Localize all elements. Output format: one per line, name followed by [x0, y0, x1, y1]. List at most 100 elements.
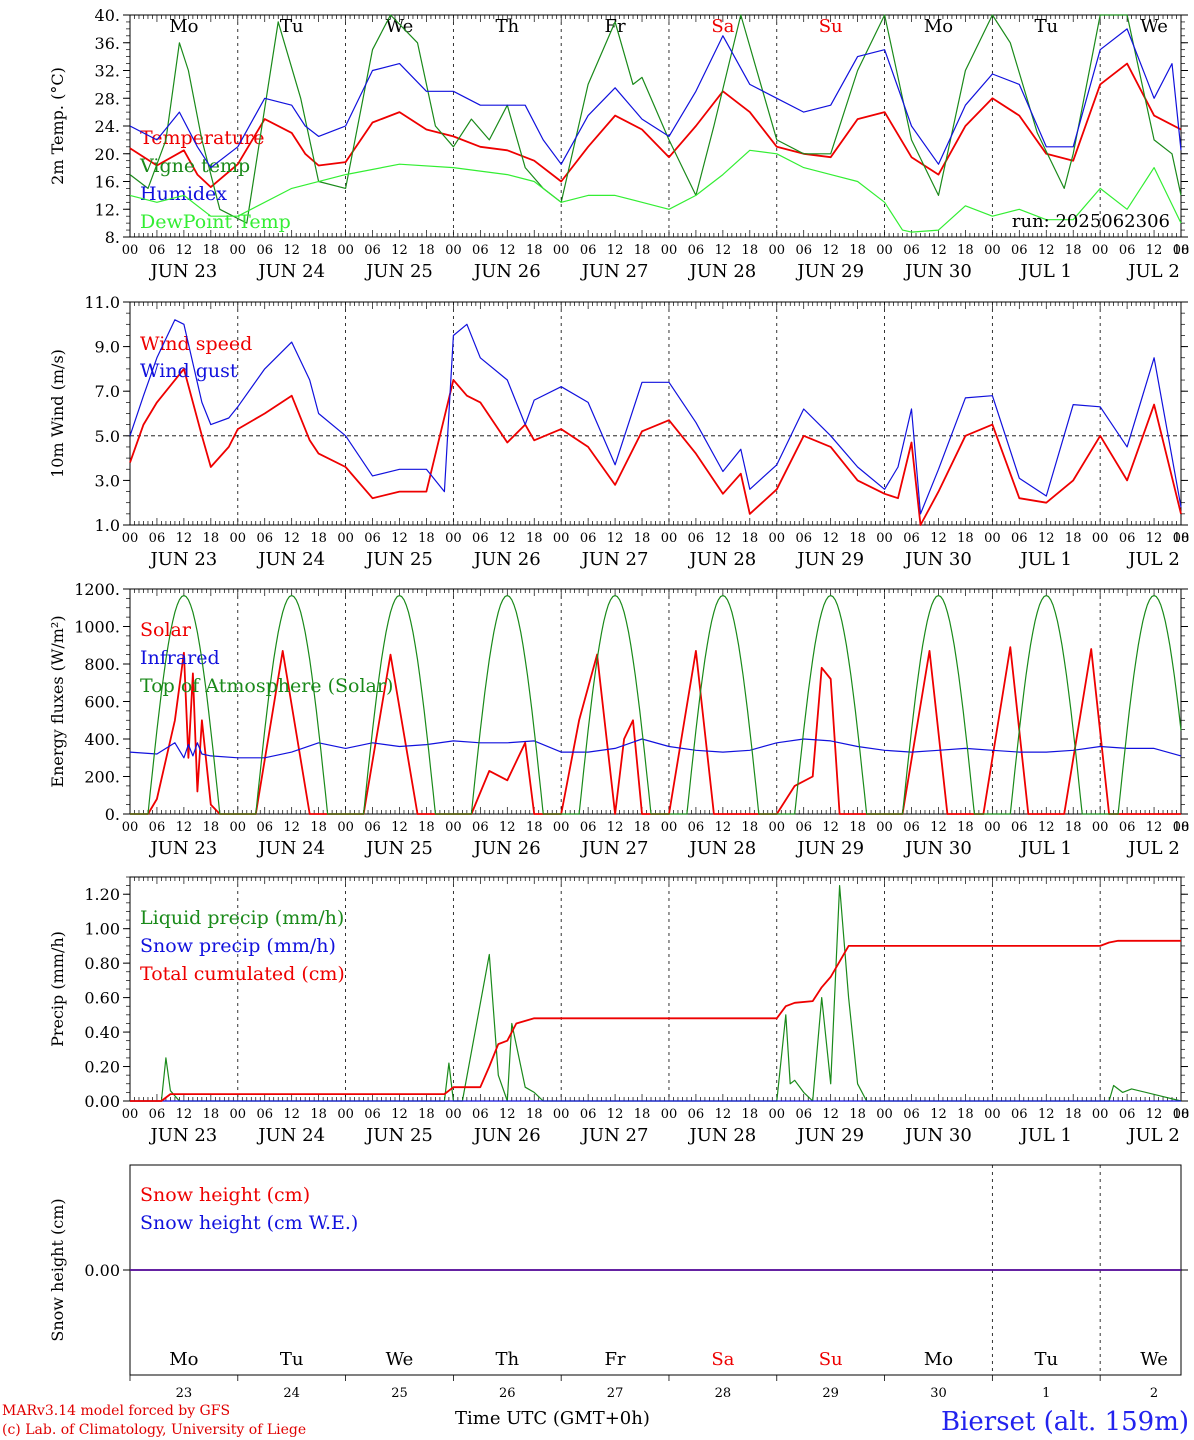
hour-tick-label: 00: [876, 820, 893, 835]
hour-tick-label: 06: [688, 820, 705, 835]
hour-tick-label: 18: [203, 820, 220, 835]
hour-tick-label: 06: [364, 531, 381, 546]
hour-tick-label: 12: [715, 531, 732, 546]
y-tick-label: 40.: [95, 6, 120, 25]
y-tick-label: 0.00: [84, 1261, 120, 1280]
weekday-label: We: [1140, 1349, 1168, 1370]
hour-tick-label: 06: [903, 243, 920, 258]
hour-tick-label: 00: [445, 1107, 462, 1122]
hour-tick-label: 06: [256, 243, 273, 258]
hour-tick-label: 12: [176, 243, 193, 258]
y-tick-label: 16.: [95, 173, 120, 192]
y-axis-label: Snow height (cm): [48, 1198, 67, 1341]
panel-5: 23 24 25 26 27 28 29 30 1 2 Mo Tu We Th Fr Sa Su Mo Tu We 0.…: [48, 1164, 1188, 1401]
day-number-label: 2: [1150, 1386, 1158, 1401]
hour-tick-label: 00: [230, 531, 247, 546]
hour-tick-label: 00: [1092, 820, 1109, 835]
weekday-label: Su: [819, 16, 843, 37]
hour-tick-label: 06: [903, 531, 920, 546]
date-label: JUN 27: [580, 261, 649, 282]
hour-tick-label: 06: [1119, 1107, 1136, 1122]
y-tick-label: 24.: [95, 117, 120, 136]
hour-tick-label: 12: [176, 531, 193, 546]
weekday-label: We: [1140, 16, 1168, 37]
hour-tick-label: 06: [1011, 243, 1028, 258]
hour-tick-label: 00: [1092, 1107, 1109, 1122]
date-label: JUN 28: [687, 261, 756, 282]
hour-tick-label: 00: [1092, 243, 1109, 258]
hour-tick-label: 00: [337, 531, 354, 546]
weekday-label: Tu: [1034, 16, 1058, 37]
hour-tick-label: 18: [418, 1107, 435, 1122]
hour-tick-label: 12: [822, 1107, 839, 1122]
weekday-label: Su: [819, 1349, 843, 1370]
hour-tick-label: 18: [957, 531, 974, 546]
date-label: JUN 23: [149, 1125, 218, 1146]
hour-tick-label: 12: [607, 820, 624, 835]
hour-tick-label: 18: [310, 531, 327, 546]
hour-tick-label: 06: [149, 531, 166, 546]
series-line: [129, 738, 1182, 759]
date-label: JUN 26: [472, 1125, 541, 1146]
hour-tick-label: 12: [283, 820, 300, 835]
weekday-label: We: [386, 1349, 414, 1370]
day-number-label: 28: [715, 1386, 732, 1401]
y-axis-label: 2m Temp. (°C): [48, 67, 67, 185]
legend-entry: Total cumulated (cm): [140, 963, 345, 985]
hour-tick-label: 12: [1038, 243, 1055, 258]
hour-tick-label: 06: [472, 531, 489, 546]
hour-tick-label: 06: [688, 243, 705, 258]
y-tick-label: 800.: [84, 655, 120, 674]
hour-tick-label: 00: [661, 1107, 678, 1122]
hour-tick-label: 12: [1146, 1107, 1163, 1122]
hour-tick-label: 12: [499, 531, 516, 546]
hour-tick-label: 18: [526, 1107, 543, 1122]
hour-tick-label: 00: [122, 820, 139, 835]
legend-entry: Liquid precip (mm/h): [140, 907, 344, 929]
hour-tick-label: 18: [310, 1107, 327, 1122]
hour-tick-label: 18: [203, 1107, 220, 1122]
hour-tick-label: 00: [661, 820, 678, 835]
date-label: JUN 25: [364, 838, 433, 859]
hour-tick-label: 12: [607, 243, 624, 258]
hour-tick-label: 12: [822, 531, 839, 546]
hour-tick-label: 00: [230, 1107, 247, 1122]
panel-3: 00 06 12 18 00 06 12 18 00 06 12 18 00 06 12 18 00 06 12 18…: [48, 580, 1189, 859]
hour-tick-label: 18: [203, 531, 220, 546]
hour-tick-label: 06: [795, 531, 812, 546]
hour-tick-label: 18: [310, 243, 327, 258]
date-label: JUN 30: [903, 1125, 972, 1146]
hour-tick-label: 06: [149, 1107, 166, 1122]
hour-tick-label: 00: [984, 243, 1001, 258]
hour-tick-label: 00: [768, 243, 785, 258]
hour-tick-label: 12: [499, 243, 516, 258]
series-line: [130, 939, 1181, 1102]
hour-tick-label: 18: [634, 531, 651, 546]
hour-tick-label: 00: [876, 531, 893, 546]
date-label: JUL 1: [1018, 838, 1072, 859]
date-label: JUL 1: [1018, 261, 1072, 282]
panel-1: 00 06 12 18 00 06 12 18 00 06 12 18 00 06 12 18 00 06 12 18…: [48, 6, 1189, 282]
hour-tick-label: 12: [607, 531, 624, 546]
hour-tick-label: 00: [768, 1107, 785, 1122]
hour-tick-label: 18: [634, 243, 651, 258]
weekday-label: Mo: [924, 16, 953, 37]
legend-entry: Vigne temp: [139, 155, 250, 177]
hour-tick-label: 00: [122, 1107, 139, 1122]
hour-tick-label: 12: [283, 1107, 300, 1122]
hour-tick-label: 18: [526, 820, 543, 835]
weekday-label: Tu: [1034, 1349, 1058, 1370]
hour-tick-label: 00: [1092, 531, 1109, 546]
hour-tick-label: 06: [472, 1107, 489, 1122]
y-tick-label: 0.80: [84, 954, 120, 973]
hour-tick-label: 06: [364, 820, 381, 835]
day-number-label: 27: [607, 1386, 624, 1401]
day-number-label: 29: [822, 1386, 839, 1401]
hour-tick-label: 06: [256, 1107, 273, 1122]
y-tick-label: 12.: [95, 200, 120, 219]
hour-tick-label: 06: [1119, 531, 1136, 546]
legend-entry: DewPoint Temp: [140, 211, 291, 233]
hour-tick-label: 00: [768, 531, 785, 546]
